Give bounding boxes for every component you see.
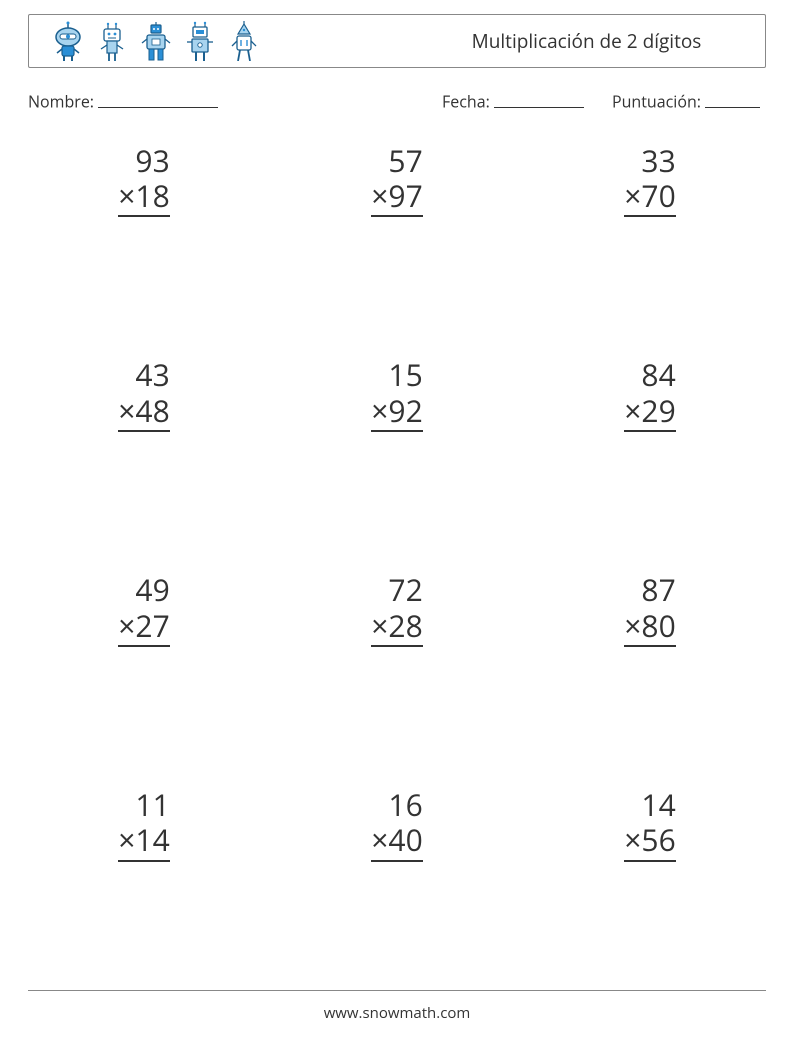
problem: 93×18 — [54, 143, 234, 218]
score-blank[interactable] — [705, 90, 760, 108]
problem-row: 11×14 16×40 14×56 — [54, 787, 740, 862]
worksheet-page: Multiplicación de 2 dígitos Nombre: Fech… — [0, 0, 794, 1053]
problem: 15×92 — [307, 357, 487, 432]
problem-row: 49×27 72×28 87×80 — [54, 572, 740, 647]
multiplier: ×29 — [624, 393, 675, 432]
header-box: Multiplicación de 2 dígitos — [28, 14, 766, 68]
problems-grid: 93×18 57×97 33×70 43×48 15×92 84×29 49×27 72×28… — [14, 143, 780, 862]
problem: 14×56 — [560, 787, 740, 862]
problem: 11×14 — [54, 787, 234, 862]
name-blank[interactable] — [98, 90, 218, 108]
robot-icon-row — [29, 15, 408, 67]
robot-icon-5 — [227, 21, 261, 61]
multiplier: ×97 — [371, 178, 422, 217]
multiplier: ×27 — [118, 608, 169, 647]
problem: 33×70 — [560, 143, 740, 218]
multiplier: ×48 — [118, 393, 169, 432]
robot-icon-1 — [51, 21, 85, 61]
score-field: Puntuación: — [612, 90, 760, 113]
date-blank[interactable] — [494, 90, 584, 108]
problem: 87×80 — [560, 572, 740, 647]
info-row: Nombre: Fecha: Puntuación: — [28, 90, 766, 113]
robot-icon-3 — [139, 21, 173, 61]
name-label: Nombre: — [28, 91, 94, 113]
multiplicand: 72 — [388, 569, 422, 610]
multiplier: ×80 — [624, 608, 675, 647]
problem: 57×97 — [307, 143, 487, 218]
multiplier: ×56 — [624, 822, 675, 861]
robot-icon-4 — [183, 21, 217, 61]
multiplicand: 87 — [641, 569, 675, 610]
multiplicand: 49 — [135, 569, 169, 610]
footer-rule — [28, 990, 766, 991]
problem: 84×29 — [560, 357, 740, 432]
problem-row: 43×48 15×92 84×29 — [54, 357, 740, 432]
worksheet-title: Multiplicación de 2 dígitos — [408, 28, 765, 54]
multiplier: ×92 — [371, 393, 422, 432]
multiplier: ×18 — [118, 178, 169, 217]
multiplier: ×70 — [624, 178, 675, 217]
name-field: Nombre: — [28, 90, 352, 113]
multiplier: ×40 — [371, 822, 422, 861]
date-field: Fecha: — [442, 90, 584, 113]
problem: 43×48 — [54, 357, 234, 432]
date-label: Fecha: — [442, 91, 490, 113]
multiplier: ×14 — [118, 822, 169, 861]
problem: 16×40 — [307, 787, 487, 862]
problem-row: 93×18 57×97 33×70 — [54, 143, 740, 218]
robot-icon-2 — [95, 21, 129, 61]
problem: 49×27 — [54, 572, 234, 647]
problem: 72×28 — [307, 572, 487, 647]
footer-text: www.snowmath.com — [0, 1003, 794, 1023]
score-label: Puntuación: — [612, 91, 701, 113]
multiplier: ×28 — [371, 608, 422, 647]
